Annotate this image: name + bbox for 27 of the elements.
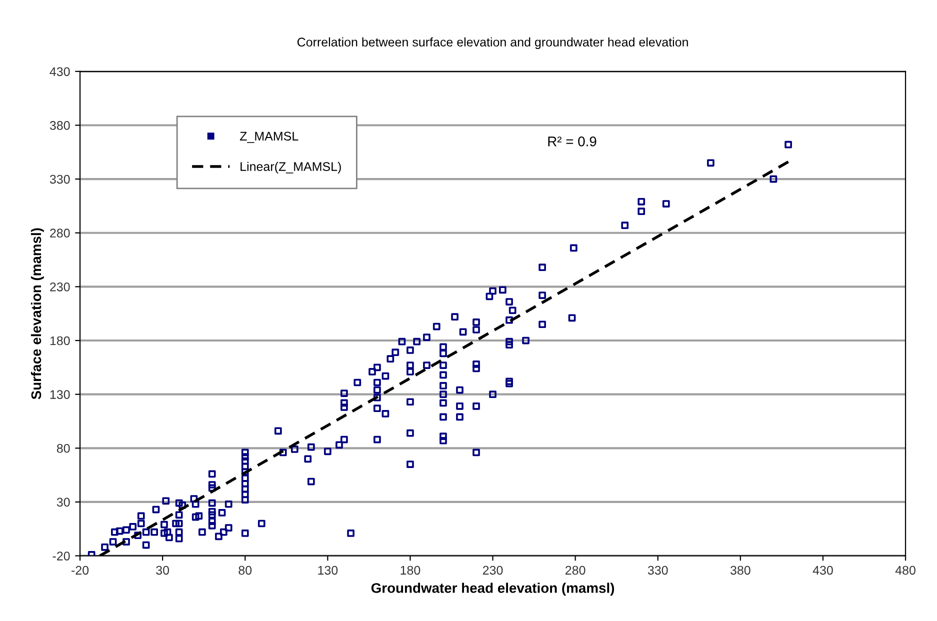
chart-title: Correlation between surface elevation and groundwater head elevation bbox=[297, 37, 688, 50]
y-tick-label: 80 bbox=[56, 444, 70, 453]
y-tick-label: -20 bbox=[52, 552, 70, 560]
x-tick-label: 30 bbox=[156, 566, 170, 575]
x-axis-title: Groundwater head elevation (mamsl) bbox=[371, 582, 614, 596]
y-tick-label: 230 bbox=[50, 282, 70, 292]
x-tick-label: 430 bbox=[812, 566, 833, 575]
y-tick-label: 380 bbox=[50, 121, 70, 130]
x-tick-label: 230 bbox=[482, 566, 503, 575]
y-tick-label: 130 bbox=[50, 390, 70, 399]
y-tick-label: 330 bbox=[50, 174, 70, 184]
y-tick-label: 280 bbox=[50, 228, 70, 238]
x-tick-label: -20 bbox=[72, 566, 89, 575]
x-tick-label: 80 bbox=[238, 566, 252, 575]
x-tick-label: 280 bbox=[566, 566, 586, 575]
x-tick-label: 380 bbox=[730, 566, 750, 575]
y-tick-label: 30 bbox=[56, 498, 70, 507]
y-axis-title: Surface elevation (mamsl) bbox=[30, 228, 44, 400]
x-tick-label: 180 bbox=[400, 566, 420, 575]
legend-label: Z_MAMSL bbox=[240, 132, 298, 143]
legend-label: Linear(Z_MAMSL) bbox=[240, 162, 341, 174]
x-tick-label: 480 bbox=[895, 566, 916, 575]
y-tick-label: 180 bbox=[50, 336, 70, 346]
x-tick-label: 130 bbox=[318, 566, 338, 575]
y-tick-label: 430 bbox=[50, 67, 70, 76]
annotation: R² = 0.9 bbox=[548, 136, 596, 146]
x-tick-label: 330 bbox=[648, 566, 668, 575]
